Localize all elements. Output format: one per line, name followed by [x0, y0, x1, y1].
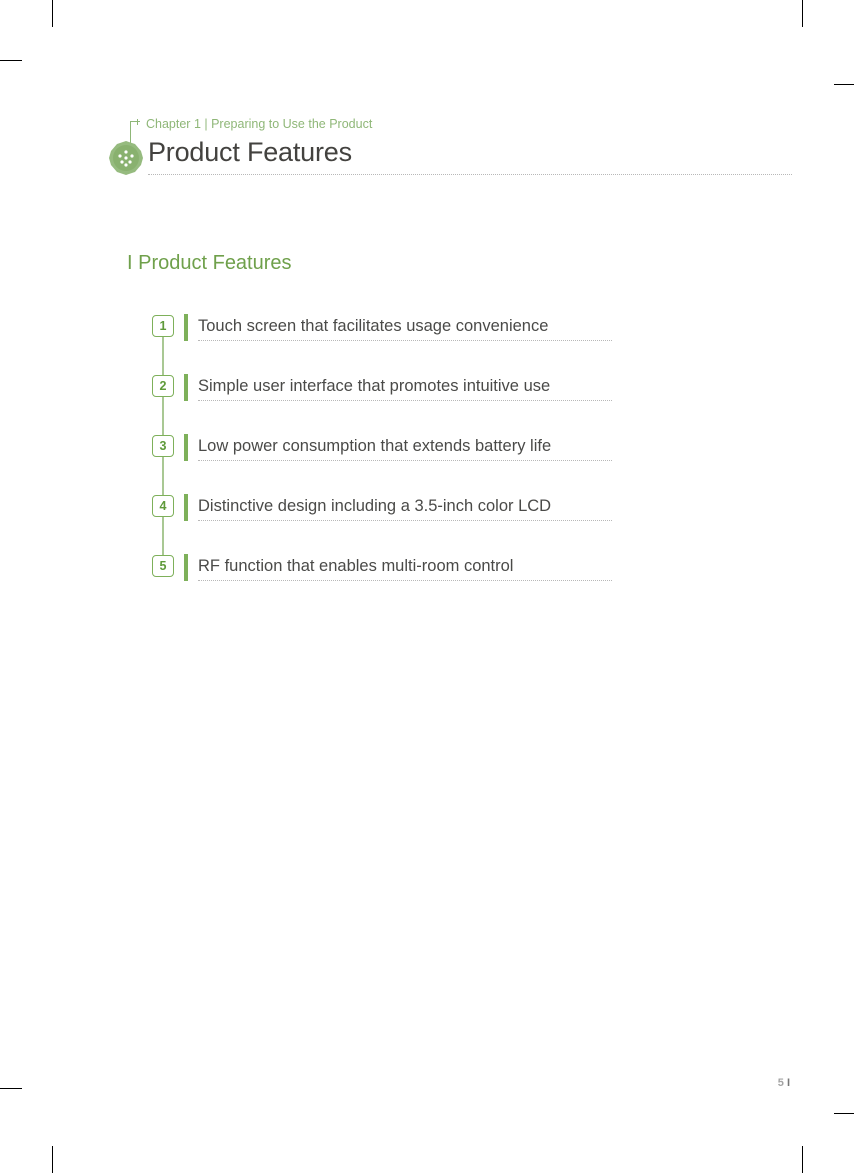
feature-underline [198, 340, 612, 341]
crop-mark [0, 1088, 22, 1089]
feature-text: Distinctive design including a 3.5-inch … [198, 497, 551, 516]
feature-text: Touch screen that facilitates usage conv… [198, 317, 548, 336]
feature-text: Simple user interface that promotes intu… [198, 377, 550, 396]
feature-underline [198, 520, 612, 521]
crop-mark [802, 0, 803, 27]
feature-number-badge: 5 [152, 555, 174, 577]
page-content: Chapter 1 | Preparing to Use the Product… [52, 84, 802, 1113]
crop-mark [834, 84, 854, 85]
crop-mark [52, 0, 53, 27]
feature-accent-bar [184, 314, 188, 341]
title-underline [148, 174, 792, 175]
feature-accent-bar [184, 494, 188, 521]
crop-mark [52, 1146, 53, 1173]
feature-text: RF function that enables multi-room cont… [198, 557, 513, 576]
medallion-icon [108, 140, 144, 176]
page-number-value: 5 [778, 1077, 784, 1089]
feature-number-badge: 1 [152, 315, 174, 337]
feature-underline [198, 460, 612, 461]
feature-item: 4 Distinctive design including a 3.5-inc… [152, 494, 612, 534]
feature-list: 1 Touch screen that facilitates usage co… [152, 314, 612, 594]
feature-item: 5 RF function that enables multi-room co… [152, 554, 612, 594]
page-title: Product Features [148, 137, 352, 168]
page-number-bar: I [787, 1077, 790, 1089]
feature-item: 3 Low power consumption that extends bat… [152, 434, 612, 474]
crop-mark [834, 1113, 854, 1114]
feature-item: 1 Touch screen that facilitates usage co… [152, 314, 612, 354]
section-heading: I Product Features [127, 252, 292, 275]
feature-text: Low power consumption that extends batte… [198, 437, 551, 456]
feature-number-badge: 4 [152, 495, 174, 517]
feature-accent-bar [184, 554, 188, 581]
feature-underline [198, 580, 612, 581]
feature-number-badge: 2 [152, 375, 174, 397]
chapter-label: Chapter 1 | Preparing to Use the Product [146, 117, 372, 131]
feature-accent-bar [184, 434, 188, 461]
crop-mark [0, 60, 22, 61]
feature-item: 2 Simple user interface that promotes in… [152, 374, 612, 414]
page-number: 5 I [778, 1077, 790, 1089]
feature-accent-bar [184, 374, 188, 401]
feature-number-badge: 3 [152, 435, 174, 457]
feature-underline [198, 400, 612, 401]
crop-mark [802, 1146, 803, 1173]
